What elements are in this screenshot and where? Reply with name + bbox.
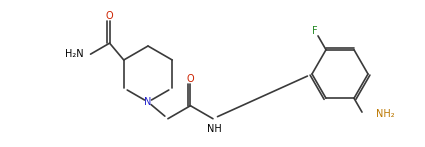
- Text: NH: NH: [207, 124, 221, 134]
- Text: H₂N: H₂N: [65, 49, 84, 59]
- Text: NH₂: NH₂: [376, 109, 395, 119]
- Text: F: F: [312, 26, 318, 36]
- Text: N: N: [144, 97, 152, 107]
- Text: O: O: [106, 11, 113, 21]
- Text: O: O: [187, 74, 194, 84]
